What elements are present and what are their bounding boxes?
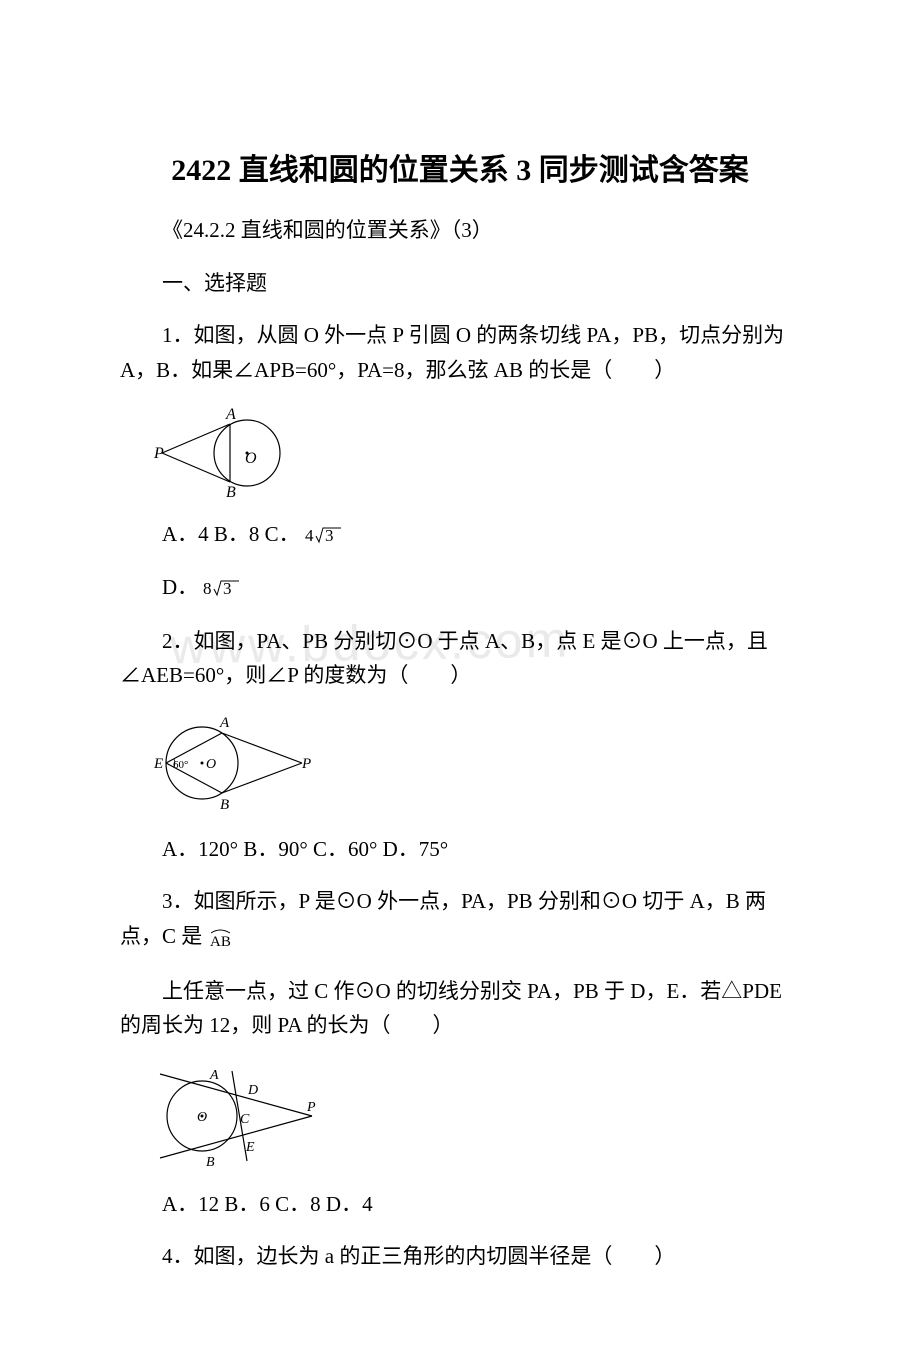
- q1-math-c: 4 3: [305, 523, 343, 547]
- q1-label-A: A: [225, 406, 236, 423]
- q4-text: 4．如图，边长为 a 的正三角形的内切圆半径是（ ）: [120, 1239, 800, 1274]
- q3-label-E: E: [245, 1140, 255, 1155]
- q1-text: 1．如图，从圆 O 外一点 P 引圆 O 的两条切线 PA，PB，切点分别为 A…: [120, 318, 800, 387]
- svg-text:4: 4: [305, 526, 314, 545]
- q2-label-P: P: [301, 756, 311, 772]
- q1-label-P: P: [153, 445, 164, 462]
- q2-label-A: A: [219, 715, 230, 731]
- q3-label-B: B: [206, 1155, 215, 1170]
- q2-label-angle: 60°: [173, 759, 188, 771]
- page-title: 2422 直线和圆的位置关系 3 同步测试含答案: [120, 145, 800, 189]
- q3-label-P: P: [306, 1100, 316, 1115]
- q3-arc: AB: [202, 926, 233, 950]
- q1-options-d: D． 8 3: [120, 571, 800, 606]
- q2-label-E: E: [153, 756, 163, 772]
- q2-label-O: O: [206, 757, 216, 772]
- q2-text: 2．如图，PA、PB 分别切⊙O 于点 A、B，点 E 是⊙O 上一点，且∠AE…: [120, 624, 800, 693]
- q3-options: A．12 B．6 C．8 D．4: [120, 1188, 800, 1222]
- svg-text:3: 3: [325, 526, 334, 545]
- q2-figure: E A B O P 60°: [152, 711, 800, 821]
- q3-label-C: C: [240, 1112, 250, 1127]
- q3-text-b: 上任意一点，过 C 作⊙O 的切线分别交 PA，PB 于 D，E．若△PDE 的…: [120, 974, 800, 1043]
- q3-text-a: 3．如图所示，P 是⊙O 外一点，PA，PB 分别和⊙O 切于 A，B 两点，C…: [120, 884, 800, 955]
- section-heading: 一、选择题: [120, 266, 800, 301]
- q2-label-B: B: [220, 797, 229, 813]
- q3-label-A: A: [209, 1068, 219, 1083]
- q2-options: A．120° B．90° C．60° D．75°: [120, 833, 800, 867]
- q1-label-O: O: [245, 450, 257, 467]
- q3-figure: O A B C D E P: [152, 1061, 800, 1176]
- q1-figure: P A B O: [152, 406, 800, 506]
- q3-label-D: D: [247, 1083, 258, 1098]
- q1-options-abc: A．4 B．8 C． 4 3: [120, 518, 800, 553]
- svg-text:AB: AB: [210, 934, 231, 949]
- svg-text:3: 3: [223, 579, 232, 598]
- q3-label-O: O: [197, 1110, 207, 1125]
- q1-math-d: 8 3: [203, 576, 241, 600]
- q1-label-B: B: [226, 484, 236, 501]
- svg-text:8: 8: [203, 579, 212, 598]
- intro-text: 《24.2.2 直线和圆的位置关系》（3）: [120, 213, 800, 248]
